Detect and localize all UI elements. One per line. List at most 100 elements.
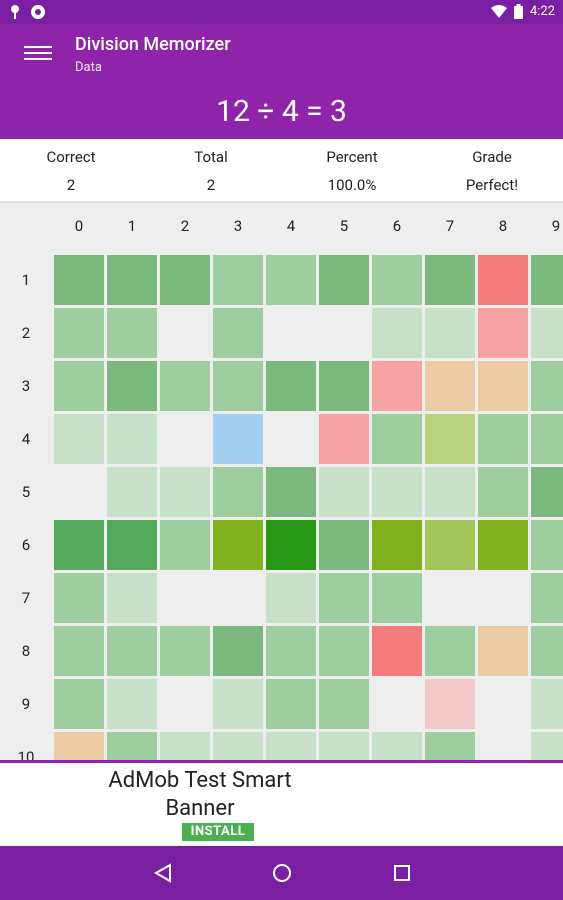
grid-cell[interactable] (425, 308, 475, 358)
back-icon[interactable] (150, 860, 176, 886)
grid-cell[interactable] (160, 467, 210, 517)
grid-cell[interactable] (319, 308, 369, 358)
grid-cell[interactable] (372, 626, 422, 676)
grid-cell[interactable] (425, 255, 475, 305)
grid-cell[interactable] (478, 573, 528, 623)
grid-cell[interactable] (425, 573, 475, 623)
grid-cell[interactable] (319, 732, 369, 760)
grid-cell[interactable] (372, 520, 422, 570)
grid-cell[interactable] (425, 520, 475, 570)
grid-cell[interactable] (213, 361, 263, 411)
grid-cell[interactable] (425, 626, 475, 676)
grid-cell[interactable] (213, 467, 263, 517)
grid-cell[interactable] (160, 732, 210, 760)
grid-cell[interactable] (266, 732, 316, 760)
grid-cell[interactable] (213, 732, 263, 760)
grid-cell[interactable] (266, 414, 316, 464)
grid-cell[interactable] (372, 308, 422, 358)
grid-cell[interactable] (213, 255, 263, 305)
grid-cell[interactable] (319, 467, 369, 517)
recents-icon[interactable] (389, 860, 415, 886)
grid-cell[interactable] (213, 573, 263, 623)
grid-cell[interactable] (372, 679, 422, 729)
grid-cell[interactable] (160, 308, 210, 358)
grid-cell[interactable] (478, 361, 528, 411)
grid-cell[interactable] (478, 414, 528, 464)
ad-banner[interactable]: AdMob Test Smart Banner INSTALL (0, 760, 563, 846)
grid-cell[interactable] (54, 255, 104, 305)
grid-cell[interactable] (107, 573, 157, 623)
grid-cell[interactable] (107, 626, 157, 676)
grid-cell[interactable] (425, 732, 475, 760)
grid-cell[interactable] (54, 520, 104, 570)
grid-cell[interactable] (266, 626, 316, 676)
grid-cell[interactable] (372, 414, 422, 464)
grid-cell[interactable] (160, 573, 210, 623)
grid-cell[interactable] (160, 679, 210, 729)
grid-cell[interactable] (372, 361, 422, 411)
grid-cell[interactable] (478, 467, 528, 517)
grid-cell[interactable] (531, 732, 563, 760)
grid-cell[interactable] (266, 520, 316, 570)
grid-cell[interactable] (266, 573, 316, 623)
grid-cell[interactable] (266, 361, 316, 411)
grid-cell[interactable] (319, 520, 369, 570)
grid-cell[interactable] (54, 732, 104, 760)
grid-cell[interactable] (213, 520, 263, 570)
grid-cell[interactable] (425, 361, 475, 411)
ad-install-button[interactable]: INSTALL (182, 823, 254, 841)
grid-cell[interactable] (478, 308, 528, 358)
grid-cell[interactable] (425, 467, 475, 517)
grid-cell[interactable] (531, 520, 563, 570)
grid-cell[interactable] (372, 255, 422, 305)
grid-cell[interactable] (213, 308, 263, 358)
grid-cell[interactable] (319, 361, 369, 411)
grid-cell[interactable] (54, 467, 104, 517)
grid-cell[interactable] (160, 361, 210, 411)
grid-cell[interactable] (160, 520, 210, 570)
menu-icon[interactable] (24, 42, 52, 70)
grid-cell[interactable] (372, 467, 422, 517)
grid-cell[interactable] (531, 626, 563, 676)
grid-cell[interactable] (107, 255, 157, 305)
grid-cell[interactable] (319, 414, 369, 464)
grid-cell[interactable] (54, 361, 104, 411)
grid-cell[interactable] (478, 679, 528, 729)
grid-cell[interactable] (425, 679, 475, 729)
grid-cell[interactable] (107, 679, 157, 729)
home-icon[interactable] (269, 860, 295, 886)
grid-cell[interactable] (54, 308, 104, 358)
grid-cell[interactable] (213, 414, 263, 464)
grid-cell[interactable] (531, 308, 563, 358)
grid-cell[interactable] (266, 679, 316, 729)
grid-cell[interactable] (478, 255, 528, 305)
grid-cell[interactable] (372, 732, 422, 760)
grid-cell[interactable] (478, 626, 528, 676)
grid-cell[interactable] (107, 732, 157, 760)
grid-cell[interactable] (54, 414, 104, 464)
grid-cell[interactable] (107, 467, 157, 517)
grid-cell[interactable] (266, 308, 316, 358)
grid-cell[interactable] (319, 626, 369, 676)
grid-cell[interactable] (531, 255, 563, 305)
grid-cell[interactable] (319, 255, 369, 305)
grid-cell[interactable] (531, 361, 563, 411)
grid-cell[interactable] (478, 520, 528, 570)
grid-cell[interactable] (107, 308, 157, 358)
grid-cell[interactable] (319, 679, 369, 729)
grid-cell[interactable] (478, 732, 528, 760)
grid-cell[interactable] (531, 573, 563, 623)
grid-cell[interactable] (425, 414, 475, 464)
grid-cell[interactable] (213, 679, 263, 729)
grid-cell[interactable] (319, 573, 369, 623)
grid-cell[interactable] (531, 467, 563, 517)
grid-cell[interactable] (107, 520, 157, 570)
grid-cell[interactable] (531, 679, 563, 729)
grid-cell[interactable] (54, 626, 104, 676)
grid-cell[interactable] (160, 255, 210, 305)
grid-cell[interactable] (160, 414, 210, 464)
grid-cell[interactable] (213, 626, 263, 676)
grid-cell[interactable] (160, 626, 210, 676)
grid-cell[interactable] (531, 414, 563, 464)
grid-cell[interactable] (372, 573, 422, 623)
